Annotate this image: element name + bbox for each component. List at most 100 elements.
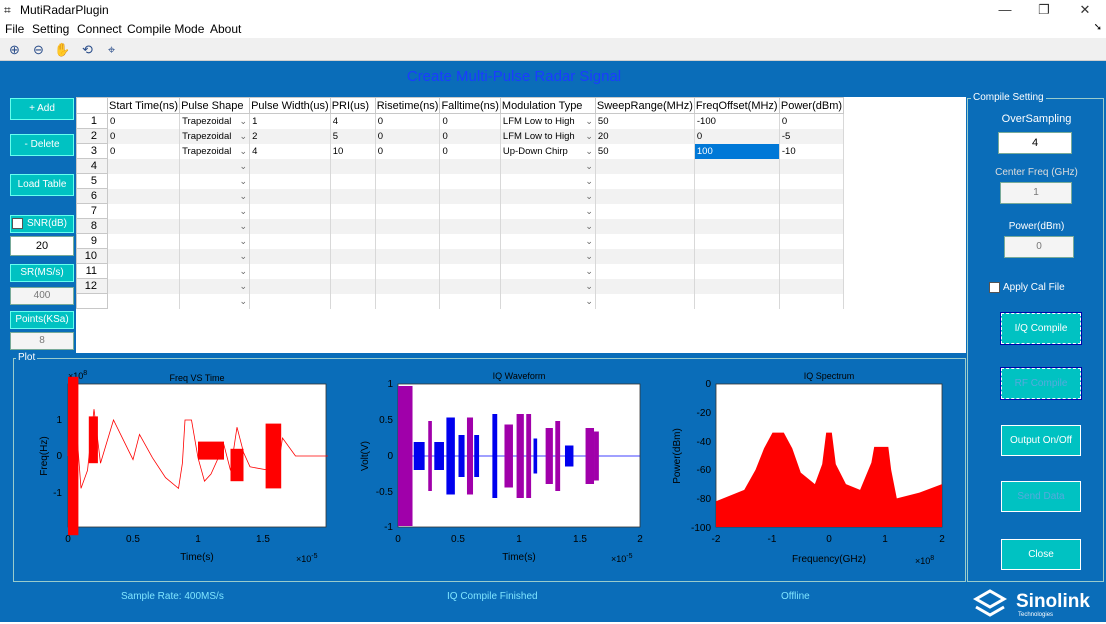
chevron-down-icon[interactable]: ⌄ xyxy=(585,130,593,141)
chevron-down-icon[interactable]: ⌄ xyxy=(239,190,248,201)
table-cell[interactable]: 0 xyxy=(107,128,181,144)
table-cell[interactable] xyxy=(330,158,376,174)
row-number[interactable]: 4 xyxy=(76,158,108,174)
table-cell[interactable]: ⌄ xyxy=(500,158,596,174)
table-cell[interactable] xyxy=(439,218,501,234)
table-cell[interactable] xyxy=(249,248,331,264)
table-cell[interactable] xyxy=(330,263,376,279)
table-cell[interactable] xyxy=(779,263,845,279)
table-cell[interactable] xyxy=(595,233,695,249)
table-cell[interactable]: ⌄ xyxy=(179,173,251,189)
table-cell[interactable] xyxy=(375,218,441,234)
table-cell[interactable] xyxy=(694,248,780,264)
table-cell[interactable] xyxy=(107,218,181,234)
table-cell[interactable] xyxy=(375,203,441,219)
chevron-down-icon[interactable]: ⌄ xyxy=(239,295,248,306)
column-header[interactable]: Falltime(ns) xyxy=(439,97,501,114)
chevron-down-icon[interactable]: ⌄ xyxy=(239,250,248,261)
table-cell[interactable]: 0 xyxy=(107,143,181,159)
table-cell[interactable] xyxy=(779,248,845,264)
chevron-down-icon[interactable]: ⌄ xyxy=(239,265,248,276)
chevron-down-icon[interactable]: ⌄ xyxy=(239,115,248,126)
table-cell[interactable] xyxy=(595,188,695,204)
table-cell[interactable] xyxy=(694,233,780,249)
row-number[interactable]: 8 xyxy=(76,218,108,234)
table-cell[interactable]: 0 xyxy=(779,113,845,129)
table-cell[interactable] xyxy=(330,173,376,189)
table-cell[interactable]: 0 xyxy=(107,113,181,129)
column-header[interactable]: Pulse Width(us) xyxy=(249,97,331,114)
table-cell[interactable]: -100 xyxy=(694,113,780,129)
table-cell[interactable] xyxy=(249,188,331,204)
table-cell[interactable] xyxy=(249,203,331,219)
snr-checkbox[interactable] xyxy=(12,218,23,229)
zoom-out-icon[interactable]: ⊖ xyxy=(33,42,44,57)
table-cell[interactable] xyxy=(779,233,845,249)
table-cell[interactable] xyxy=(694,188,780,204)
table-cell[interactable] xyxy=(107,248,181,264)
table-cell[interactable]: ⌄ xyxy=(500,278,596,294)
table-row[interactable]: ⌄ ⌄ xyxy=(76,293,845,309)
column-header[interactable]: Power(dBm) xyxy=(778,97,845,114)
table-cell[interactable]: 0 xyxy=(375,128,441,144)
chevron-down-icon[interactable]: ⌄ xyxy=(239,205,248,216)
table-cell[interactable] xyxy=(779,158,845,174)
row-number[interactable]: 11 xyxy=(76,263,108,279)
table-cell[interactable] xyxy=(330,248,376,264)
table-cell[interactable] xyxy=(375,248,441,264)
table-cell[interactable]: LFM Low to High ⌄ xyxy=(500,128,596,144)
table-cell[interactable]: 50 xyxy=(595,143,695,159)
table-cell[interactable] xyxy=(107,278,181,294)
points-input[interactable]: 8 xyxy=(10,332,74,350)
row-number[interactable]: 6 xyxy=(76,188,108,204)
table-cell[interactable] xyxy=(107,293,181,309)
table-cell[interactable] xyxy=(694,173,780,189)
output-toggle-button[interactable]: Output On/Off xyxy=(1001,425,1081,456)
table-cell[interactable]: ⌄ xyxy=(179,218,251,234)
rotate-icon[interactable]: ⟲ xyxy=(82,42,93,57)
apply-cal-checkbox[interactable] xyxy=(989,282,1000,293)
table-cell[interactable] xyxy=(439,203,501,219)
table-row[interactable]: 1 0 Trapezoidal ⌄ 1 4 0 0 LFM Low to High ⌄ 50 -100… xyxy=(76,113,845,129)
table-cell[interactable] xyxy=(779,278,845,294)
menu-file[interactable]: File xyxy=(5,22,25,36)
menu-connect[interactable]: Connect xyxy=(77,22,122,36)
chevron-down-icon[interactable]: ⌄ xyxy=(239,130,248,141)
row-number[interactable]: 12 xyxy=(76,278,108,294)
chevron-down-icon[interactable]: ⌄ xyxy=(585,205,593,216)
table-cell[interactable]: ⌄ xyxy=(500,173,596,189)
table-cell[interactable] xyxy=(107,263,181,279)
table-cell[interactable] xyxy=(107,173,181,189)
table-cell[interactable]: 0 xyxy=(694,128,780,144)
table-cell[interactable] xyxy=(694,218,780,234)
table-cell[interactable]: Trapezoidal ⌄ xyxy=(179,143,251,159)
table-cell[interactable] xyxy=(375,293,441,309)
table-cell[interactable]: 4 xyxy=(249,143,331,159)
chevron-down-icon[interactable]: ⌄ xyxy=(239,175,248,186)
table-cell[interactable] xyxy=(249,278,331,294)
table-cell[interactable]: 0 xyxy=(375,113,441,129)
column-header[interactable]: PRI(us) xyxy=(329,97,376,114)
table-row[interactable]: 3 0 Trapezoidal ⌄ 4 10 0 0 Up-Down Chirp ⌄ 50 100 -1… xyxy=(76,143,845,159)
table-cell[interactable]: 1 xyxy=(249,113,331,129)
table-cell[interactable] xyxy=(107,188,181,204)
table-cell[interactable]: LFM Low to High ⌄ xyxy=(500,113,596,129)
table-cell[interactable] xyxy=(595,173,695,189)
data-cursor-icon[interactable]: ⌖ xyxy=(107,42,116,57)
table-cell[interactable] xyxy=(439,263,501,279)
table-cell[interactable] xyxy=(595,278,695,294)
oversampling-input[interactable]: 4 xyxy=(998,132,1072,154)
zoom-in-icon[interactable]: ⊕ xyxy=(9,42,20,57)
table-row[interactable]: 6 ⌄ ⌄ xyxy=(76,188,845,204)
table-cell[interactable]: Up-Down Chirp ⌄ xyxy=(500,143,596,159)
row-number[interactable]: 9 xyxy=(76,233,108,249)
table-cell[interactable] xyxy=(595,263,695,279)
table-row[interactable]: 2 0 Trapezoidal ⌄ 2 5 0 0 LFM Low to High ⌄ 20 0 -5 xyxy=(76,128,845,144)
table-cell[interactable]: ⌄ xyxy=(179,233,251,249)
table-cell[interactable]: ⌄ xyxy=(179,263,251,279)
table-cell[interactable]: ⌄ xyxy=(500,248,596,264)
table-cell[interactable]: Trapezoidal ⌄ xyxy=(179,128,251,144)
table-cell[interactable] xyxy=(330,293,376,309)
table-cell[interactable]: ⌄ xyxy=(179,188,251,204)
table-cell[interactable] xyxy=(330,203,376,219)
